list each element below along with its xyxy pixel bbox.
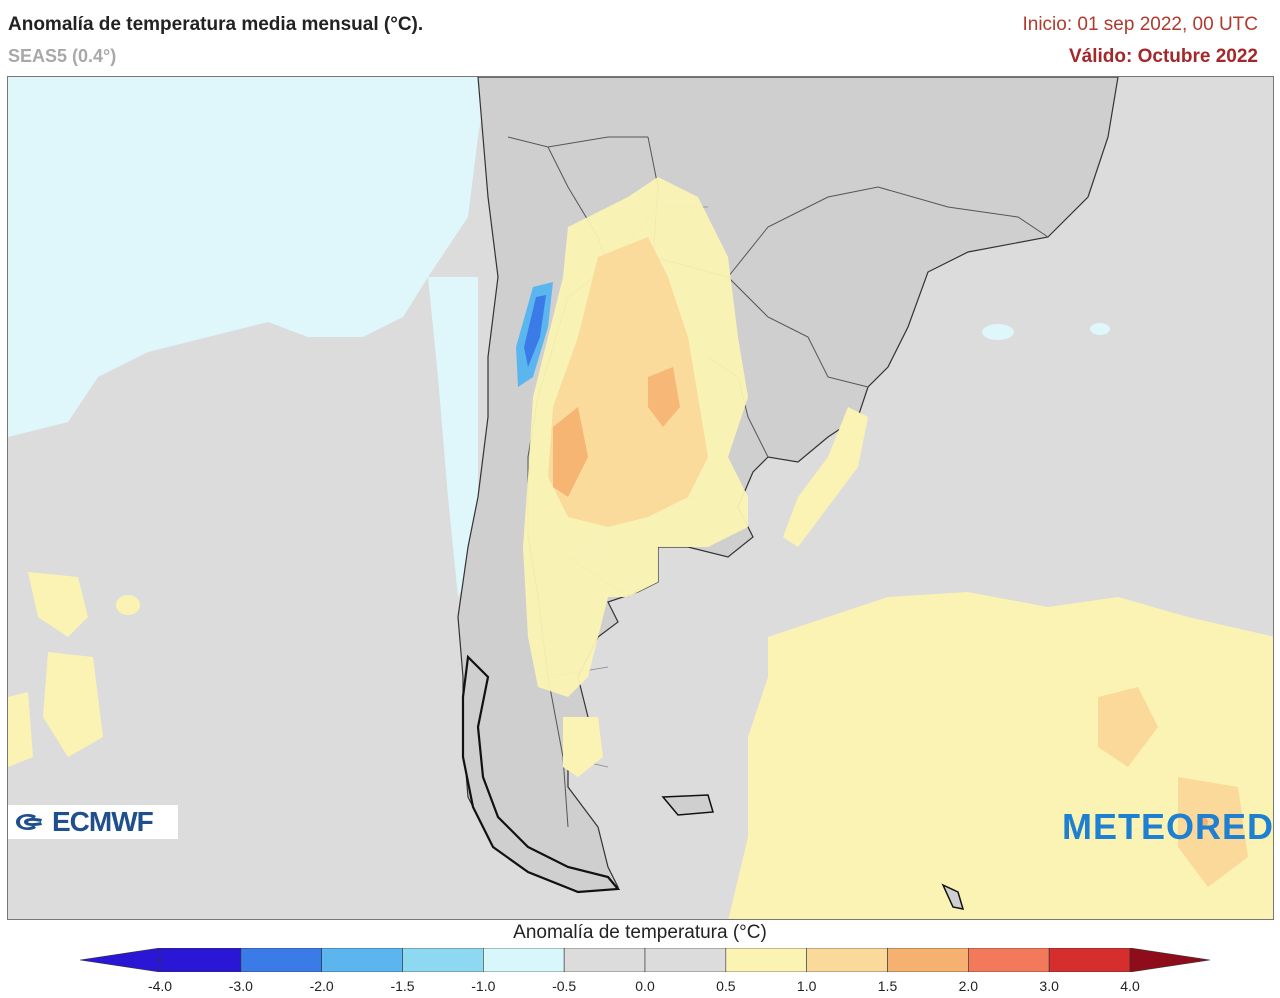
colorbar-tick-label: 1.5 <box>877 978 898 994</box>
ecmwf-logo: ECMWF <box>8 805 178 839</box>
colorbar-tick-label: -1.5 <box>390 978 415 994</box>
warm-anomaly-atlantic-plume <box>783 407 868 547</box>
colorbar-arrow-high <box>1129 948 1210 972</box>
colorbar-tick-label: -2.0 <box>309 978 334 994</box>
valid-period: Válido: Octubre 2022 <box>1068 46 1258 67</box>
map-title: Anomalía de temperatura media mensual (°… <box>8 14 424 35</box>
model-label: SEAS5 (0.4°) <box>8 46 117 66</box>
pacific-cool-zone <box>8 77 488 437</box>
colorbar-segment <box>483 948 565 972</box>
colorbar-segment <box>725 948 807 972</box>
colorbar-tick-label: 0.5 <box>716 978 736 994</box>
warm-anomaly-high <box>648 367 680 427</box>
colorbar <box>80 948 1210 972</box>
anomaly-map <box>7 76 1274 920</box>
warm-anomaly-dot <box>1198 817 1208 827</box>
warm-anomaly-mid <box>548 237 708 527</box>
colorbar-segment <box>968 948 1050 972</box>
warm-anomaly-south-pacific <box>43 652 103 757</box>
colorbar-tick-label: 1.0 <box>796 978 817 994</box>
colorbar-segment <box>563 948 646 972</box>
colorbar-segment <box>240 948 322 972</box>
colorbar-tick-label: 2.0 <box>958 978 979 994</box>
colorbar-arrow-low <box>80 948 161 972</box>
atlantic-cool-blob <box>982 324 1014 340</box>
warm-anomaly-south-pacific <box>28 572 88 637</box>
falkland-islands <box>661 794 714 816</box>
colorbar-segment <box>1048 948 1131 972</box>
meteored-logo: METEORED <box>1061 806 1274 847</box>
colorbar-tick-label: -3.0 <box>228 978 253 994</box>
map-canvas <box>8 77 1273 919</box>
ecmwf-swirl-icon <box>16 814 42 830</box>
south-georgia <box>941 883 965 910</box>
colorbar-segment <box>321 948 403 972</box>
legend-title: Anomalía de temperatura (°C) <box>513 922 767 943</box>
colorbar-tick-label: 4.0 <box>1120 978 1140 994</box>
colorbar-segment <box>644 948 727 972</box>
colorbar-segment <box>159 948 242 972</box>
colorbar-segment <box>402 948 484 972</box>
init-date: Inicio: 01 sep 2022, 00 UTC <box>1022 14 1258 35</box>
southern-archipelago <box>461 654 621 894</box>
warm-anomaly-south-atlantic <box>728 592 1273 919</box>
colorbar-tick-label: -4.0 <box>147 978 173 994</box>
colorbar-tick-label: 0.0 <box>635 978 655 994</box>
warm-anomaly-south-pacific <box>8 692 33 767</box>
cool-anomaly-andes-core <box>524 295 546 367</box>
colorbar-tick-label: -1.0 <box>471 978 496 994</box>
warm-anomaly-south-pacific <box>116 595 140 615</box>
warm-anomaly-south-atlantic-mid <box>1178 777 1248 887</box>
pacific-cool-coast <box>428 277 478 597</box>
ecmwf-logo-text: ECMWF <box>52 806 154 837</box>
warm-anomaly-south-atlantic-mid <box>1098 687 1158 767</box>
colorbar-segment <box>806 948 888 972</box>
colorbar-tick-label: 3.0 <box>1039 978 1059 994</box>
atlantic-cool-blob <box>1090 323 1110 335</box>
colorbar-tick-label: -0.5 <box>552 978 577 994</box>
warm-anomaly-high <box>553 407 588 497</box>
colorbar-segment <box>887 948 969 972</box>
warm-anomaly-patagonia <box>563 717 603 777</box>
